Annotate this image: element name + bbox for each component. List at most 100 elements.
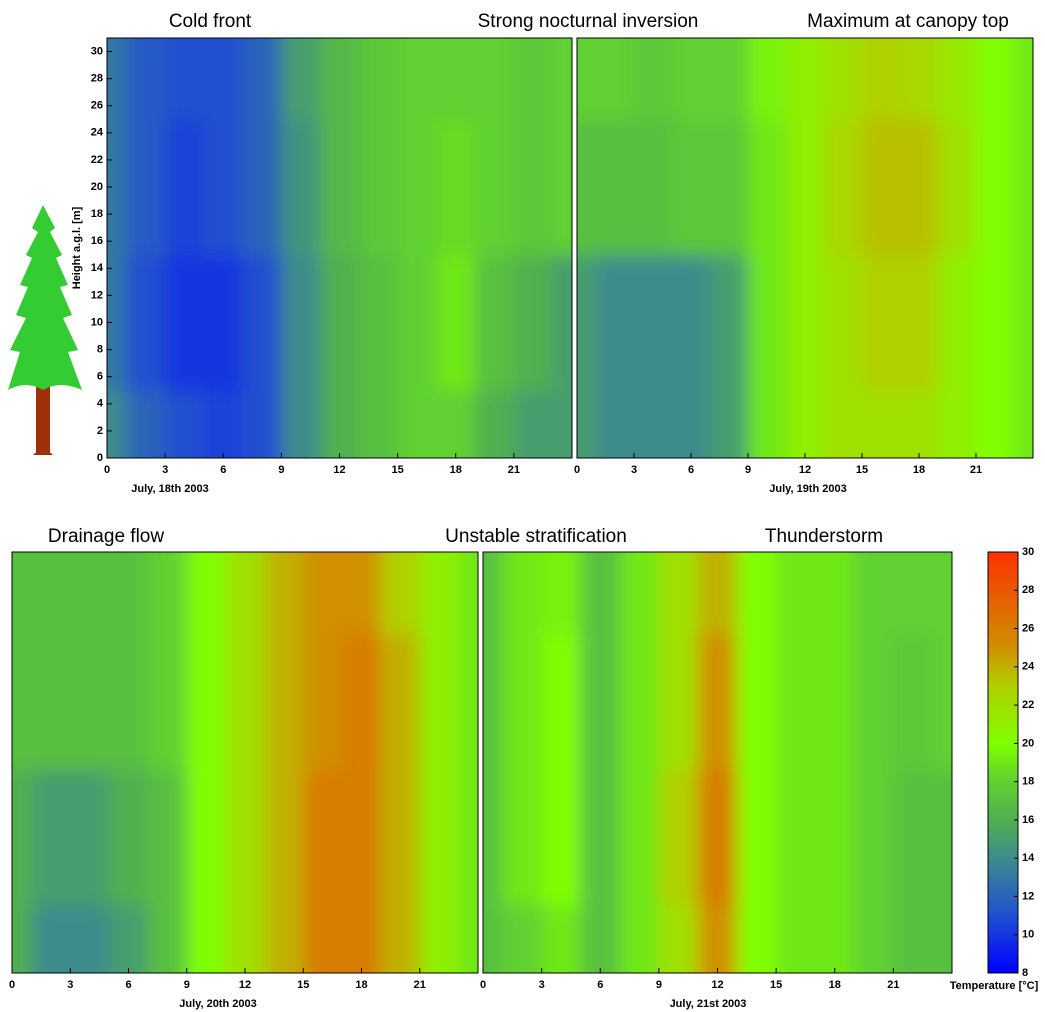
x-axis-label: July, 19th 2003 bbox=[769, 483, 846, 495]
colorbar-tick-label: 18 bbox=[1022, 776, 1034, 788]
cell bbox=[900, 254, 939, 391]
cell bbox=[658, 633, 699, 770]
cell bbox=[147, 552, 188, 634]
cell bbox=[786, 254, 825, 391]
x-tick-label: 15 bbox=[856, 464, 868, 476]
cell bbox=[12, 905, 32, 973]
cell bbox=[1014, 254, 1033, 391]
cell bbox=[893, 769, 933, 906]
cell bbox=[397, 254, 437, 391]
cell bbox=[320, 119, 360, 256]
x-tick-label: 3 bbox=[539, 979, 545, 991]
cell bbox=[786, 390, 825, 458]
cell bbox=[31, 769, 71, 906]
cell bbox=[358, 119, 399, 256]
cell bbox=[342, 905, 382, 973]
heatmap bbox=[107, 38, 572, 458]
cell bbox=[502, 769, 543, 906]
colorbar-tick-label: 8 bbox=[1022, 967, 1028, 979]
cell bbox=[31, 633, 71, 770]
cell bbox=[242, 390, 282, 458]
cell bbox=[31, 905, 71, 973]
cell bbox=[634, 119, 673, 256]
cell bbox=[264, 633, 304, 770]
cell bbox=[815, 769, 855, 906]
colorbar-tick-label: 30 bbox=[1022, 546, 1034, 558]
cell bbox=[203, 390, 244, 458]
cell bbox=[893, 633, 933, 770]
x-tick-label: 3 bbox=[67, 979, 73, 991]
y-tick-label: 8 bbox=[97, 344, 103, 356]
cell bbox=[126, 254, 166, 391]
cell bbox=[710, 254, 749, 391]
heatmap bbox=[483, 552, 952, 973]
x-tick-label: 6 bbox=[125, 979, 131, 991]
tree-icon bbox=[8, 205, 82, 455]
cell bbox=[281, 38, 321, 120]
cell bbox=[976, 119, 1015, 256]
x-tick-label: 3 bbox=[631, 464, 637, 476]
cell bbox=[596, 38, 635, 120]
x-tick-label: 18 bbox=[355, 979, 367, 991]
cell bbox=[815, 905, 855, 973]
cell bbox=[70, 769, 110, 906]
y-axis-label: Height a.g.l. [m] bbox=[71, 206, 83, 289]
cell bbox=[70, 552, 110, 634]
cell bbox=[242, 38, 282, 120]
cell bbox=[815, 552, 855, 634]
cell bbox=[577, 38, 597, 120]
cell bbox=[225, 552, 265, 634]
cell bbox=[281, 254, 321, 391]
cell bbox=[513, 254, 554, 391]
cell bbox=[147, 769, 188, 906]
colorbar-tick-label: 28 bbox=[1022, 584, 1034, 596]
y-tick-label: 20 bbox=[91, 181, 103, 193]
cell bbox=[397, 390, 437, 458]
x-tick-label: 0 bbox=[574, 464, 580, 476]
cell bbox=[938, 38, 977, 120]
cell bbox=[225, 769, 265, 906]
x-tick-label: 9 bbox=[745, 464, 751, 476]
cell bbox=[12, 633, 32, 770]
cell bbox=[475, 390, 515, 458]
cell bbox=[786, 38, 825, 120]
cell bbox=[264, 769, 304, 906]
x-tick-label: 21 bbox=[970, 464, 982, 476]
panel-title: Unstable stratification bbox=[445, 526, 627, 547]
cell bbox=[419, 769, 460, 906]
cell bbox=[580, 552, 621, 634]
colorbar-tick-label: 24 bbox=[1022, 661, 1035, 673]
cell bbox=[697, 633, 738, 770]
cell bbox=[483, 633, 504, 770]
x-tick-label: 6 bbox=[220, 464, 226, 476]
cell bbox=[513, 38, 554, 120]
cell bbox=[281, 119, 321, 256]
cell bbox=[320, 390, 360, 458]
cell bbox=[824, 254, 863, 391]
x-tick-label: 6 bbox=[597, 979, 603, 991]
x-tick-label: 21 bbox=[508, 464, 520, 476]
panel-title: Drainage flow bbox=[48, 526, 164, 547]
cell bbox=[147, 905, 188, 973]
x-tick-label: 15 bbox=[297, 979, 309, 991]
cell bbox=[776, 552, 816, 634]
cell bbox=[932, 552, 952, 634]
heatmap-cells bbox=[577, 38, 1033, 458]
cell bbox=[672, 390, 711, 458]
y-tick-label: 14 bbox=[91, 262, 104, 274]
cell bbox=[786, 119, 825, 256]
cell bbox=[672, 38, 711, 120]
cell bbox=[12, 552, 32, 634]
y-tick-label: 6 bbox=[97, 371, 103, 383]
cell bbox=[436, 119, 476, 256]
cell bbox=[672, 119, 711, 256]
cell bbox=[126, 38, 166, 120]
x-tick-label: 0 bbox=[480, 979, 486, 991]
cell bbox=[1014, 390, 1033, 458]
cell bbox=[458, 905, 478, 973]
cell bbox=[697, 769, 738, 906]
x-axis-label: July, 20th 2003 bbox=[179, 998, 256, 1010]
heatmap bbox=[12, 552, 478, 973]
x-tick-label: 12 bbox=[333, 464, 345, 476]
cell bbox=[436, 38, 476, 120]
